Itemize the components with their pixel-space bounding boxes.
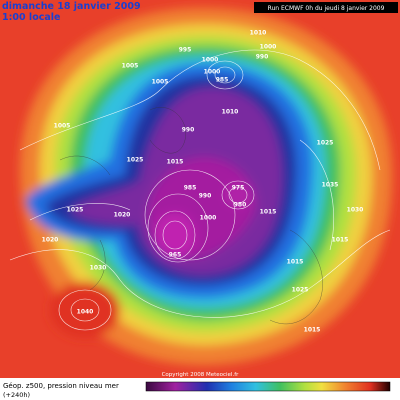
- pressure-label: 1025: [127, 157, 144, 164]
- colorbar: [145, 381, 391, 392]
- pressure-label: 985: [216, 77, 229, 84]
- pressure-label: 1005: [54, 123, 71, 130]
- pressure-label: 1040: [77, 309, 94, 316]
- pressure-label: 1035: [322, 182, 339, 189]
- pressure-label: 1015: [332, 237, 349, 244]
- run-info: Run ECMWF 0h du jeudi 8 janvier 2009: [268, 5, 385, 12]
- pressure-label: 990: [182, 127, 195, 134]
- pressure-label: 1000: [204, 69, 221, 76]
- local-time: 1:00 locale: [2, 12, 60, 23]
- pressure-label: 990: [256, 54, 269, 61]
- pressure-label: 1025: [317, 140, 334, 147]
- pressure-label: 1015: [167, 159, 184, 166]
- pressure-label: 1025: [292, 287, 309, 294]
- pressure-label: 1020: [42, 237, 59, 244]
- pressure-label: 985: [184, 185, 197, 192]
- pressure-label: 1020: [114, 212, 131, 219]
- field-name: Géop. z500, pression niveau mer: [3, 382, 119, 390]
- pressure-label: 995: [179, 47, 192, 54]
- pressure-label: 1030: [347, 207, 364, 214]
- pressure-label: 1010: [222, 109, 239, 116]
- copyright: Copyright 2008 Meteociel.fr: [162, 372, 240, 378]
- pressure-label: 1005: [122, 63, 139, 70]
- lead-time: (+240h): [3, 391, 30, 399]
- valid-date: dimanche 18 janvier 2009: [2, 1, 141, 12]
- pressure-label: 1015: [260, 209, 277, 216]
- pressure-label: 1015: [287, 259, 304, 266]
- pressure-label: 990: [199, 193, 212, 200]
- map: [0, 0, 400, 378]
- run-box: [254, 2, 398, 13]
- pressure-label: 1030: [90, 265, 107, 272]
- pressure-label: 1005: [152, 79, 169, 86]
- pressure-label: 1000: [260, 44, 277, 51]
- pressure-label: 980: [234, 202, 247, 209]
- pressure-label: 1000: [200, 215, 217, 222]
- pressure-label: 965: [169, 252, 182, 259]
- pressure-label: 1015: [304, 327, 321, 334]
- pressure-label: 1000: [202, 57, 219, 64]
- pressure-label: 975: [232, 185, 245, 192]
- pressure-label: 1010: [250, 30, 267, 37]
- pressure-label: 1025: [67, 207, 84, 214]
